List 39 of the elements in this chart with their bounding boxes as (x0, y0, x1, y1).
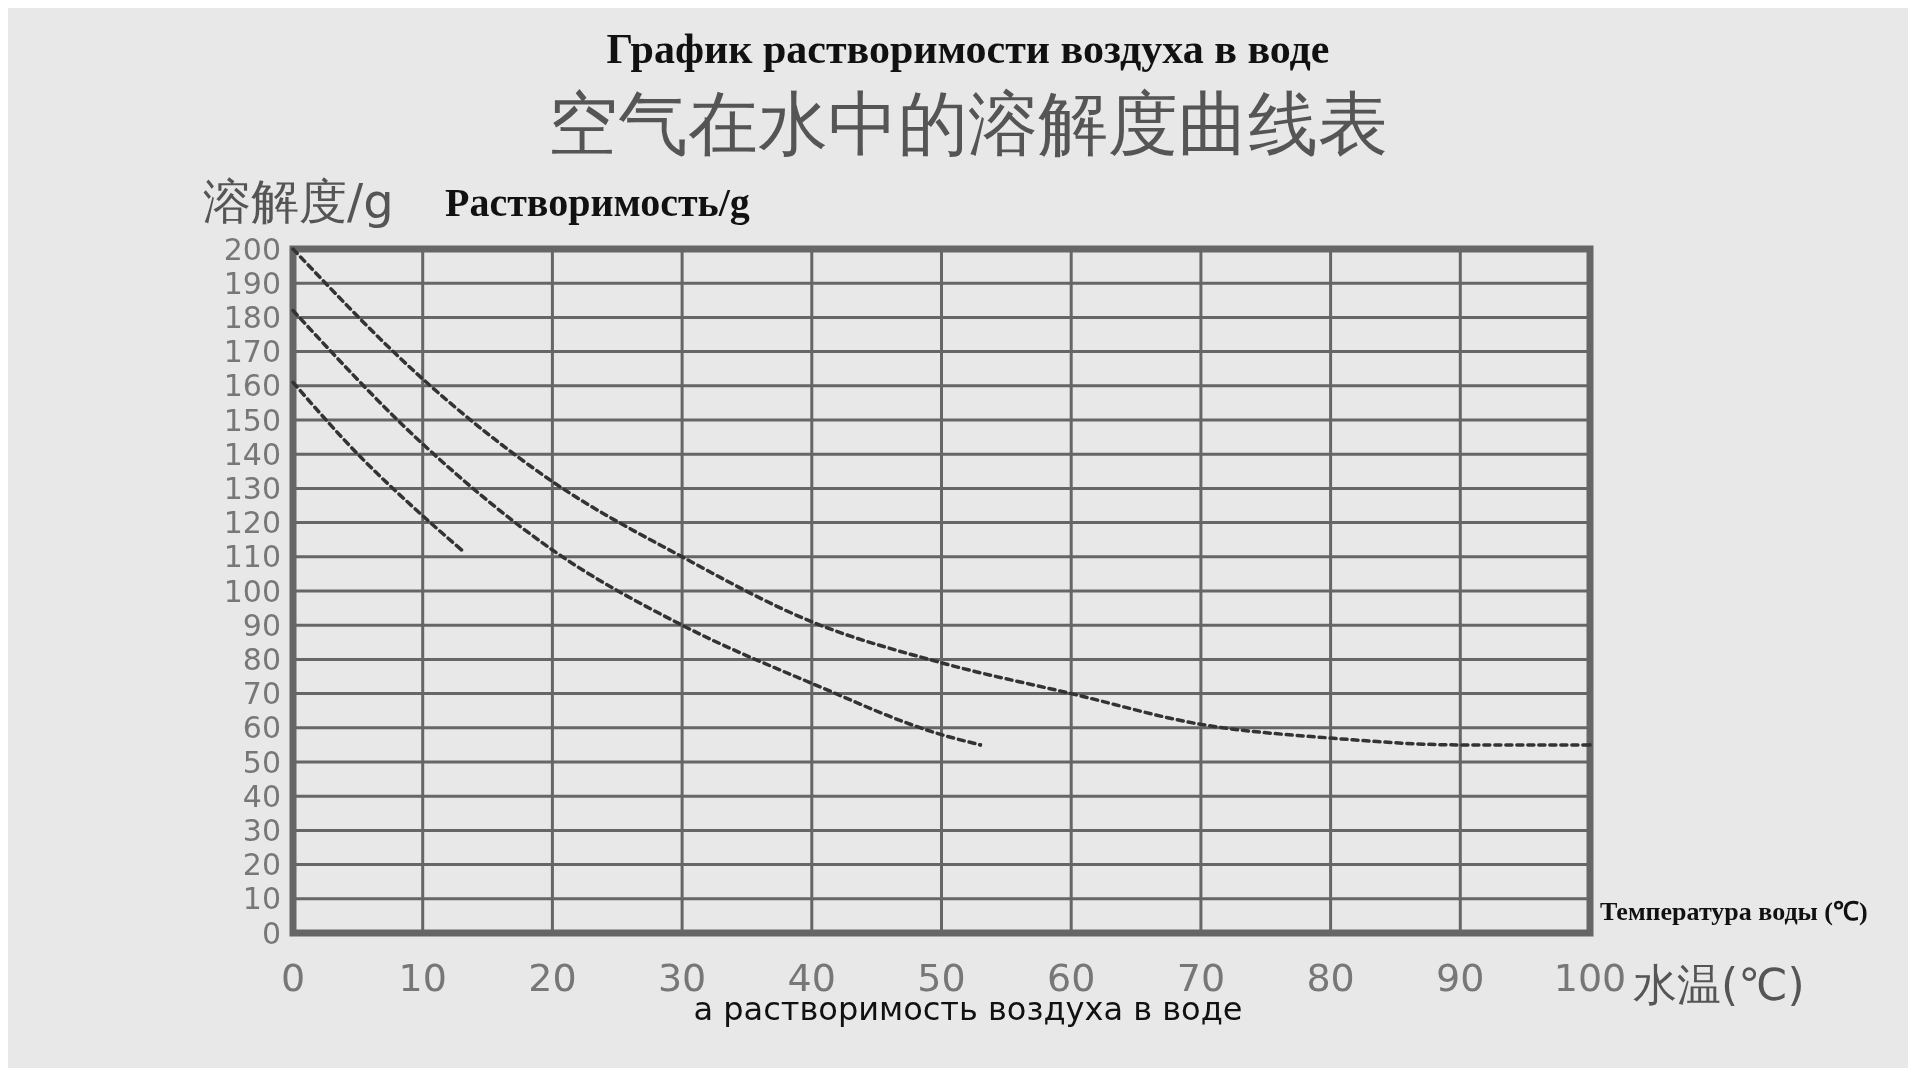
chart-subtitle: 空气在水中的溶解度曲线表 (548, 83, 1388, 165)
y-tick-label: 130 (223, 470, 281, 506)
x-tick-label: 10 (398, 956, 447, 1000)
x-tick-label: 80 (1306, 956, 1355, 1000)
line-series (291, 247, 1592, 747)
y-tick-label: 20 (242, 847, 281, 883)
line-series (291, 380, 464, 552)
y-tick-label: 50 (242, 744, 281, 780)
y-tick-label: 150 (223, 402, 281, 438)
y-tick-label: 170 (223, 334, 281, 370)
y-tick-label: 180 (223, 299, 281, 335)
x-tick-label: 70 (1176, 956, 1226, 1000)
x-tick-label: 90 (1436, 956, 1485, 1000)
y-tick-label: 70 (242, 676, 281, 712)
text: Температура воды (℃) (1600, 897, 1868, 926)
x-tick-label: 20 (528, 956, 577, 1000)
y-tick-label: 160 (223, 368, 281, 404)
y-tick-label: 30 (242, 812, 281, 848)
y-tick-label: 90 (242, 607, 281, 643)
y-tick-label: 80 (242, 641, 281, 677)
y-tick-label: 100 (223, 573, 281, 609)
text: Растворимость/g (445, 180, 750, 225)
y-tick-label: 120 (223, 505, 281, 541)
x-axis-title: 水温(℃) (1633, 959, 1805, 1010)
x-tick-label: 100 (1553, 956, 1627, 1000)
y-tick-label: 0 (261, 915, 281, 951)
y-tick-label: 60 (242, 710, 281, 746)
y-tick-label: 190 (223, 265, 281, 301)
chart-title: График растворимости воздуха в воде (606, 26, 1330, 72)
y-tick-label: 200 (223, 231, 281, 267)
y-tick-label: 140 (223, 436, 281, 472)
y-tick-label: 40 (242, 778, 281, 814)
y-tick-label: 110 (223, 539, 281, 575)
y-axis-title: 溶解度/g (203, 173, 394, 229)
x-tick-label: 30 (657, 956, 707, 1000)
y-tick-label: 10 (242, 881, 281, 917)
x-tick-label: 60 (1047, 956, 1096, 1000)
x-tick-label: 50 (917, 956, 966, 1000)
x-tick-label: 40 (787, 956, 836, 1000)
